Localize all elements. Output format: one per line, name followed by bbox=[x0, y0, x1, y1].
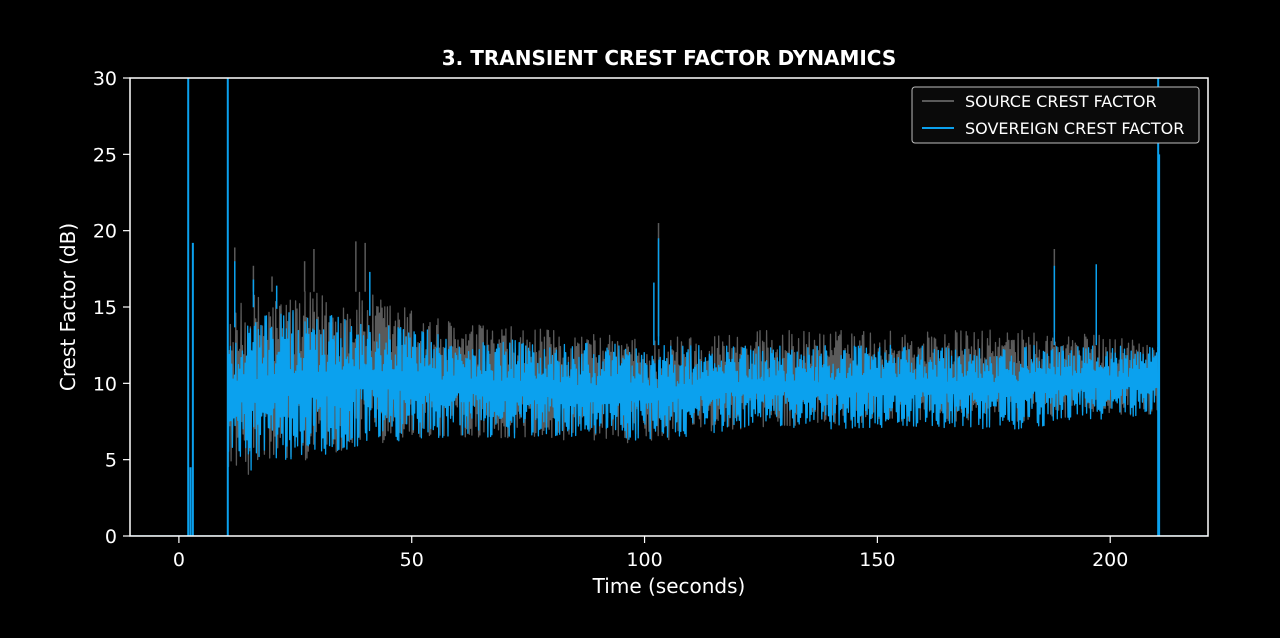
series-line bbox=[130, 310, 1208, 536]
y-tick-label: 20 bbox=[93, 221, 117, 243]
x-axis-label: Time (seconds) bbox=[592, 574, 746, 598]
x-axis: 0 50 100 150 200 bbox=[173, 536, 1128, 571]
x-tick-label: 50 bbox=[400, 549, 424, 571]
y-tick-label: 0 bbox=[105, 526, 117, 548]
x-tick-label: 150 bbox=[859, 549, 895, 571]
legend-label-sovereign: SOVEREIGN CREST FACTOR bbox=[965, 119, 1184, 138]
y-tick-label: 25 bbox=[93, 144, 117, 166]
x-tick-label: 0 bbox=[173, 549, 185, 571]
x-tick-label: 100 bbox=[626, 549, 662, 571]
y-tick-label: 30 bbox=[93, 68, 117, 90]
legend: SOURCE CREST FACTOR SOVEREIGN CREST FACT… bbox=[911, 86, 1200, 144]
legend-box bbox=[911, 86, 1200, 144]
y-tick-label: 15 bbox=[93, 297, 117, 319]
x-tick-label: 200 bbox=[1092, 549, 1128, 571]
y-tick-label: 10 bbox=[93, 373, 117, 395]
plot-area bbox=[130, 78, 1208, 536]
y-axis-label: Crest Factor (dB) bbox=[56, 223, 80, 391]
y-tick-label: 5 bbox=[105, 450, 117, 472]
y-axis: 0 5 10 15 20 25 30 bbox=[93, 68, 130, 548]
chart-title: 3. TRANSIENT CREST FACTOR DYNAMICS bbox=[442, 46, 897, 70]
series-sovereign-crest-factor bbox=[130, 78, 1208, 536]
legend-label-source: SOURCE CREST FACTOR bbox=[965, 92, 1157, 111]
